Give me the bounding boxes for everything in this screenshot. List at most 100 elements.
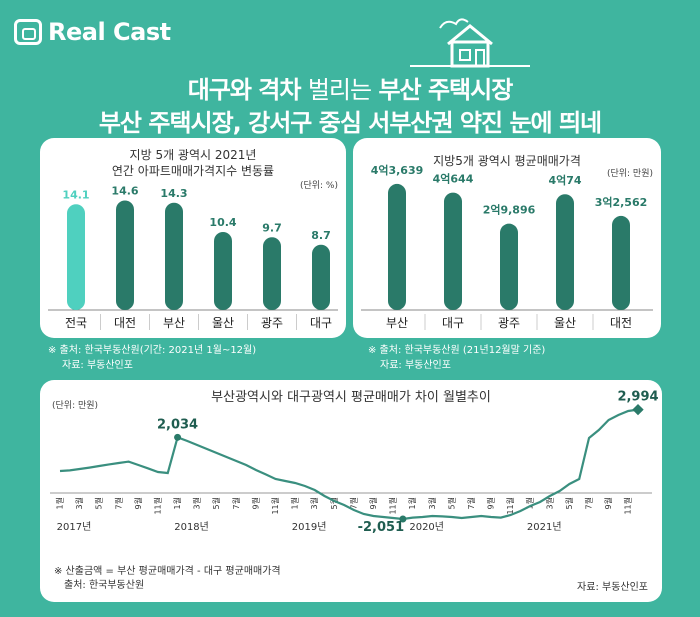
chart3-month-tick: 1월 bbox=[55, 497, 65, 509]
chart1-credit: 자료: 부동산인포 bbox=[62, 360, 133, 371]
chart3-month-tick: 11월 bbox=[388, 497, 398, 515]
chart2-category-label: 광주 bbox=[498, 316, 520, 330]
chart1-svg: 14.1 전국 14.6 대전 14.3 부산 10.4 울산 9.7 광주 8.7 대구 bbox=[48, 185, 338, 330]
chart3-month-tick: 9월 bbox=[250, 497, 260, 509]
chart1-value-label: 14.3 bbox=[160, 187, 187, 200]
chart3-month-tick: 3월 bbox=[544, 497, 554, 509]
chart3-note2: 출처: 한국부동산원 bbox=[64, 580, 145, 591]
chart2-category-label: 대전 bbox=[610, 316, 632, 330]
chart1-bar bbox=[165, 202, 183, 310]
chart2-category-label: 울산 bbox=[554, 316, 576, 330]
chart3-month-tick: 5월 bbox=[94, 497, 104, 509]
chart2-value-label: 4억644 bbox=[433, 173, 474, 186]
chart1-category-label: 대구 bbox=[310, 316, 332, 330]
chart3-month-tick: 3월 bbox=[192, 497, 202, 509]
chart1-unit: (단위: %) bbox=[299, 181, 338, 191]
chart1-bar bbox=[214, 232, 232, 310]
chart1-category-label: 광주 bbox=[261, 316, 283, 330]
chart3-credit: 자료: 부동산인포 bbox=[577, 582, 648, 593]
chart3-month-tick: 5월 bbox=[211, 497, 221, 509]
chart3-year-label: 2020년 bbox=[409, 521, 444, 533]
chart3-month-tick: 9월 bbox=[486, 497, 496, 509]
chart1-subtitle: 연간 아파트매매가격지수 변동률 bbox=[111, 164, 275, 178]
chart1-category-label: 전국 bbox=[65, 316, 87, 330]
chart3-month-tick: 9월 bbox=[133, 497, 143, 509]
chart3-month-tick: 7월 bbox=[466, 497, 476, 509]
chart2-svg: 4억3,639 부산 4억644 대구 2억9,896 광주 4억74 울산 3억2,562 대전 bbox=[361, 164, 653, 330]
chart1-value-label: 10.4 bbox=[209, 216, 236, 229]
chart2-category-label: 대구 bbox=[442, 316, 464, 330]
price-gap-panel: 부산광역시와 대구광역시 평균매매가 차이 월별추이 (단위: 만원) 1월 3월… bbox=[40, 380, 662, 602]
chart1-value-label: 9.7 bbox=[262, 221, 282, 234]
chart3-year-label: 2021년 bbox=[527, 521, 562, 533]
chart2-unit: (단위: 만원) bbox=[606, 169, 653, 179]
chart3-annotation-label: 2,994 bbox=[617, 390, 658, 405]
chart3-year-label: 2017년 bbox=[57, 521, 92, 533]
chart2-bar bbox=[556, 194, 574, 310]
chart2-bar bbox=[612, 215, 630, 310]
chart3-month-tick: 7월 bbox=[348, 497, 358, 509]
chart3-svg: 1월 3월 5월 7월 9월 11월 1월 3월 5월 7월 9월 11월 1월 3월 5월 7월 9월 11월 1… bbox=[50, 390, 659, 535]
chart3-year-label: 2018년 bbox=[174, 521, 209, 533]
chart3-month-tick: 1월 bbox=[290, 497, 300, 509]
chart3-year-label: 2019년 bbox=[292, 521, 327, 533]
chart1-bar bbox=[312, 244, 330, 310]
chart3-month-tick: 1월 bbox=[407, 497, 417, 509]
chart1-title: 지방 5개 광역시 2021년 bbox=[129, 148, 257, 162]
realcast-logo: Real Cast bbox=[14, 18, 171, 46]
chart3-month-tick: 9월 bbox=[368, 497, 378, 509]
chart3-month-tick: 9월 bbox=[603, 497, 613, 509]
chart2-credit: 자료: 부동산인포 bbox=[380, 360, 451, 371]
chart3-month-tick: 5월 bbox=[446, 497, 456, 509]
chart1-bar bbox=[263, 237, 281, 310]
chart2-value-label: 4억74 bbox=[548, 174, 581, 187]
chart3-month-tick: 7월 bbox=[231, 497, 241, 509]
chart1-source: ※ 출처: 한국부동산원(기간: 2021년 1월~12월) bbox=[48, 345, 257, 356]
chart3-month-tick: 11월 bbox=[152, 497, 162, 515]
chart1-category-label: 대전 bbox=[114, 316, 136, 330]
chart3-annotation-label: -2,051 bbox=[358, 520, 405, 535]
chart1-bar bbox=[116, 200, 134, 310]
chart1-category-label: 울산 bbox=[212, 316, 234, 330]
chart2-title: 지방5개 광역시 평균매매가격 bbox=[433, 154, 581, 168]
chart1-value-label: 8.7 bbox=[311, 229, 331, 242]
chart3-annotation-label: 2,034 bbox=[157, 417, 198, 432]
chart3-point-marker bbox=[174, 433, 182, 441]
chart3-note1: ※ 산출금액 = 부산 평균매매가격 - 대구 평균매매가격 bbox=[54, 566, 281, 577]
chart3-month-tick: 1월 bbox=[172, 497, 182, 509]
chart3-month-tick: 11월 bbox=[270, 497, 280, 515]
logo-icon bbox=[14, 19, 42, 45]
chart3-unit: (단위: 만원) bbox=[52, 401, 99, 411]
chart3-title: 부산광역시와 대구광역시 평균매매가 차이 월별추이 bbox=[211, 390, 491, 405]
house-icon bbox=[410, 18, 530, 68]
headline-line2: 부산 주택시장, 강서구 중심 서부산권 약진 눈에 띄네 bbox=[98, 109, 602, 137]
chart3-month-tick: 5월 bbox=[564, 497, 574, 509]
chart1-bar bbox=[67, 204, 85, 310]
headline-line1: 대구와 격차 벌리는 부산 주택시장 bbox=[187, 76, 514, 104]
chart1-value-label: 14.6 bbox=[111, 185, 138, 198]
chart3-month-tick: 1월 bbox=[525, 497, 535, 509]
chart2-category-label: 부산 bbox=[386, 316, 408, 330]
chart3-point-marker bbox=[399, 515, 407, 523]
chart1-value-label: 14.1 bbox=[62, 188, 89, 201]
chart3-month-tick: 11월 bbox=[505, 497, 515, 515]
chart2-value-label: 3억2,562 bbox=[595, 196, 648, 209]
logo-text: Real Cast bbox=[48, 18, 171, 46]
chart2-value-label: 2억9,896 bbox=[483, 204, 536, 217]
chart3-month-tick: 3월 bbox=[309, 497, 319, 509]
chart2-source: ※ 출처: 한국부동산원 (21년12월말 기준) bbox=[368, 345, 546, 356]
chart3-series-line bbox=[59, 408, 639, 521]
chart1-category-label: 부산 bbox=[163, 316, 185, 330]
chart3-month-tick: 7월 bbox=[584, 497, 594, 509]
chart3-month-tick: 7월 bbox=[113, 497, 123, 509]
chart3-month-tick: 11월 bbox=[623, 497, 633, 515]
chart2-bar bbox=[388, 183, 406, 310]
chart3-month-tick: 3월 bbox=[427, 497, 437, 509]
chart3-month-tick: 3월 bbox=[74, 497, 84, 509]
chart3-end-marker bbox=[632, 403, 644, 416]
chart2-bar bbox=[444, 192, 462, 310]
chart3-month-tick: 5월 bbox=[329, 497, 339, 509]
growth-rate-panel: 지방 5개 광역시 2021년 연간 아파트매매가격지수 변동률 (단위: %)… bbox=[40, 138, 346, 338]
chart2-bar bbox=[500, 223, 518, 310]
chart2-value-label: 4억3,639 bbox=[371, 164, 424, 177]
